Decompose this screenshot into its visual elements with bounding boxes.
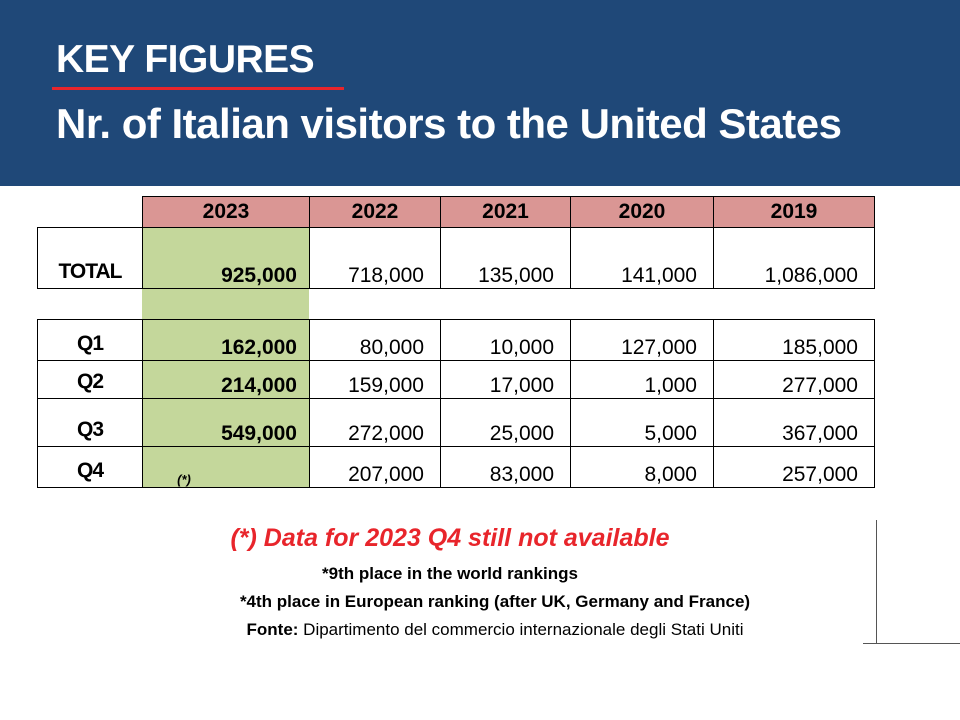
europe-rank-note: *4th place in European ranking (after UK… [239, 592, 751, 611]
row-label: Q3 [37, 398, 143, 447]
year-header: 2021 [440, 196, 571, 228]
year-header: 2019 [713, 196, 875, 228]
cell-2023: 925,000 [142, 227, 310, 289]
cell-2019: 367,000 [713, 398, 875, 447]
source-text: Dipartimento del commercio internazional… [298, 620, 744, 639]
divider-horizontal [863, 643, 960, 644]
table-row-total: TOTAL 925,000 718,000 135,000 141,000 1,… [37, 227, 875, 289]
cell-2022: 272,000 [309, 398, 441, 447]
table-row-q3: Q3 549,000 272,000 25,000 5,000 367,000 [37, 398, 875, 447]
cell-2019: 185,000 [713, 319, 875, 361]
source-label: Fonte: [246, 620, 299, 639]
cell-2021: 17,000 [440, 360, 571, 399]
cell-2022: 207,000 [309, 446, 441, 488]
table-row-q1: Q1 162,000 80,000 10,000 127,000 185,000 [37, 319, 875, 361]
cell-2020: 127,000 [570, 319, 714, 361]
cell-2021: 10,000 [440, 319, 571, 361]
slide-title: KEY FIGURES [56, 38, 315, 81]
cell-2020: 5,000 [570, 398, 714, 447]
year-header: 2020 [570, 196, 714, 228]
cell-2023: 162,000 [142, 319, 310, 361]
cell-2020: 141,000 [570, 227, 714, 289]
cell-2023-note-marker: (*) [142, 446, 310, 488]
cell-2020: 1,000 [570, 360, 714, 399]
table-row-q4: Q4 (*) 207,000 83,000 8,000 257,000 [37, 446, 875, 488]
row-label: Q4 [37, 446, 143, 488]
cell-2021: 83,000 [440, 446, 571, 488]
cell-2021: 25,000 [440, 398, 571, 447]
year-header: 2022 [309, 196, 441, 228]
cell-2022: 718,000 [309, 227, 441, 289]
row-label: Q1 [37, 319, 143, 361]
cell-2020: 8,000 [570, 446, 714, 488]
header-banner: KEY FIGURES Nr. of Italian visitors to t… [0, 0, 960, 186]
year-header: 2023 [142, 196, 310, 228]
year-header-row: 2023 2022 2021 2020 2019 [38, 196, 875, 228]
title-underline [52, 87, 344, 90]
cell-2023: 549,000 [142, 398, 310, 447]
divider-vertical [876, 520, 877, 644]
source-note: Fonte: Dipartimento del commercio intern… [15, 620, 960, 640]
world-rank-note: *9th place in the world rankings [322, 564, 578, 583]
cell-2023: 214,000 [142, 360, 310, 399]
visitors-table: 2023 2022 2021 2020 2019 TOTAL 925,000 7… [37, 196, 875, 488]
availability-note: (*) Data for 2023 Q4 still not available [230, 524, 670, 552]
cell-2019: 277,000 [713, 360, 875, 399]
table-row-q2: Q2 214,000 159,000 17,000 1,000 277,000 [37, 360, 875, 399]
slide-subtitle: Nr. of Italian visitors to the United St… [56, 100, 842, 147]
spacer-row [38, 289, 875, 320]
cell-2019: 1,086,000 [713, 227, 875, 289]
cell-2021: 135,000 [440, 227, 571, 289]
row-label: Q2 [37, 360, 143, 399]
row-label: TOTAL [37, 227, 143, 289]
cell-2022: 80,000 [309, 319, 441, 361]
cell-2019: 257,000 [713, 446, 875, 488]
cell-2022: 159,000 [309, 360, 441, 399]
